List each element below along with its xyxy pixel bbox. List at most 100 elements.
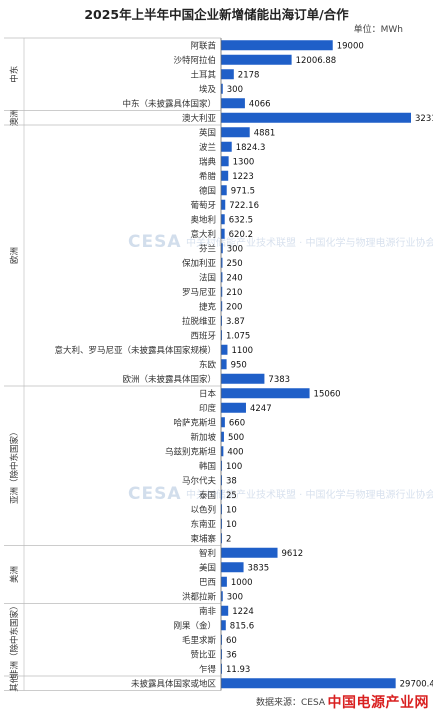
category-label-4-2: 巴西 xyxy=(199,578,216,588)
bar-3-7 xyxy=(221,489,222,500)
bar-5-0 xyxy=(221,605,229,616)
bar-0-4 xyxy=(221,98,245,109)
bar-2-1 xyxy=(221,141,232,152)
value-label-2-7: 620.2 xyxy=(229,230,253,240)
value-label-5-2: 60 xyxy=(226,636,237,646)
value-label-2-8: 300 xyxy=(227,245,243,255)
bar-2-14 xyxy=(221,330,222,341)
category-label-4-0: 智利 xyxy=(199,548,216,559)
bar-2-16 xyxy=(221,359,227,370)
value-label-0-2: 2178 xyxy=(238,71,260,81)
bar-2-12 xyxy=(221,301,223,312)
value-label-3-5: 100 xyxy=(226,462,242,472)
value-label-2-0: 4881 xyxy=(254,129,276,139)
bar-2-2 xyxy=(221,156,229,167)
cesa-logo: CESA xyxy=(128,232,182,252)
value-label-2-17: 7383 xyxy=(268,375,290,385)
category-label-2-4: 德国 xyxy=(199,186,216,197)
value-label-5-1: 815.6 xyxy=(230,622,254,632)
cesa-watermark-text: 中关村储能产业技术联盟 · 中国化学与物理电源行业协会储能应用分会 xyxy=(186,490,433,501)
bar-2-7 xyxy=(221,228,225,239)
value-label-3-10: 2 xyxy=(226,535,231,545)
category-label-5-3: 赞比亚 xyxy=(190,650,216,661)
value-label-2-10: 240 xyxy=(226,274,242,284)
category-label-2-11: 罗马尼亚 xyxy=(182,288,217,298)
group-label-6: 其他 xyxy=(9,674,20,692)
value-label-5-4: 11.93 xyxy=(226,665,250,675)
category-label-2-0: 英国 xyxy=(199,128,216,139)
group-label-5: 非洲（除中东国家） xyxy=(9,601,20,678)
bar-2-9 xyxy=(221,257,223,268)
category-label-2-15: 意大利、罗马尼亚（未披露具体国家规模） xyxy=(54,345,216,356)
category-label-3-4: 乌兹别克斯坦 xyxy=(165,447,217,458)
value-label-2-4: 971.5 xyxy=(231,187,255,197)
bar-0-1 xyxy=(221,54,292,65)
value-label-2-6: 632.5 xyxy=(229,216,253,226)
bar-5-1 xyxy=(221,620,226,631)
value-label-3-9: 10 xyxy=(226,520,237,530)
category-label-4-1: 美国 xyxy=(199,563,216,574)
category-label-3-5: 韩国 xyxy=(199,461,216,472)
value-label-2-13: 3.87 xyxy=(226,317,245,327)
category-label-2-5: 葡萄牙 xyxy=(190,200,216,211)
value-label-3-1: 4247 xyxy=(250,404,272,414)
category-label-2-13: 拉脱维亚 xyxy=(182,316,217,327)
bar-5-2 xyxy=(221,634,222,645)
cesa-logo: CESA xyxy=(128,484,182,504)
bar-2-6 xyxy=(221,214,225,225)
value-label-3-0: 15060 xyxy=(314,390,341,400)
bar-2-17 xyxy=(221,373,265,384)
value-label-0-1: 12006.88 xyxy=(296,56,337,66)
bar-4-0 xyxy=(221,547,278,558)
bar-5-3 xyxy=(221,649,222,660)
bar-0-0 xyxy=(221,40,333,51)
category-label-3-6: 马尔代夫 xyxy=(182,476,217,487)
bar-2-4 xyxy=(221,185,227,196)
group-label-2: 欧洲 xyxy=(9,247,20,264)
category-label-3-1: 印度 xyxy=(199,403,217,414)
category-label-3-3: 新加坡 xyxy=(190,432,216,443)
value-label-4-3: 300 xyxy=(227,593,243,603)
value-label-2-12: 200 xyxy=(226,303,242,313)
value-label-2-1: 1824.3 xyxy=(236,143,266,153)
value-label-2-3: 1223 xyxy=(232,172,254,182)
bar-0-3 xyxy=(221,83,223,94)
value-label-2-2: 1300 xyxy=(233,158,255,168)
bar-3-4 xyxy=(221,446,224,457)
bar-2-8 xyxy=(221,243,223,254)
category-label-2-6: 奥地利 xyxy=(190,215,216,226)
category-label-3-9: 东南亚 xyxy=(190,519,216,530)
value-label-2-11: 210 xyxy=(226,288,242,298)
group-label-4: 美洲 xyxy=(9,566,20,583)
value-label-4-0: 9612 xyxy=(282,549,304,559)
category-label-2-2: 瑞典 xyxy=(199,157,217,168)
bar-2-3 xyxy=(221,170,229,181)
data-source: 数据来源：CESA xyxy=(256,698,326,708)
value-label-3-7: 25 xyxy=(226,491,237,501)
category-label-2-16: 东欧 xyxy=(199,360,217,371)
bar-4-3 xyxy=(221,591,223,602)
bar-0-2 xyxy=(221,69,234,80)
category-label-0-4: 中东（未披露具体国家） xyxy=(122,99,216,110)
bar-2-10 xyxy=(221,272,223,283)
category-label-3-10: 柬埔寨 xyxy=(190,534,216,545)
bar-3-2 xyxy=(221,417,225,428)
category-label-5-4: 乍得 xyxy=(199,664,217,675)
value-label-3-2: 660 xyxy=(229,419,245,429)
value-label-2-15: 1100 xyxy=(231,346,253,356)
value-label-5-3: 36 xyxy=(226,651,237,661)
group-label-1: 澳洲 xyxy=(9,109,20,126)
value-label-3-4: 400 xyxy=(227,448,243,458)
unit-label: 单位：MWh xyxy=(353,25,403,35)
category-label-0-1: 沙特阿拉伯 xyxy=(173,55,216,66)
value-label-2-14: 1.075 xyxy=(226,332,250,342)
group-label-3: 亚洲（除中东国家） xyxy=(9,427,20,504)
category-label-2-12: 捷克 xyxy=(199,302,217,313)
bar-1-0 xyxy=(221,112,411,123)
value-label-2-9: 250 xyxy=(226,259,242,269)
category-label-0-2: 土耳其 xyxy=(190,70,216,81)
category-label-2-8: 芬兰 xyxy=(199,244,216,255)
bar-3-9 xyxy=(221,518,222,529)
value-label-5-0: 1224 xyxy=(232,607,254,617)
